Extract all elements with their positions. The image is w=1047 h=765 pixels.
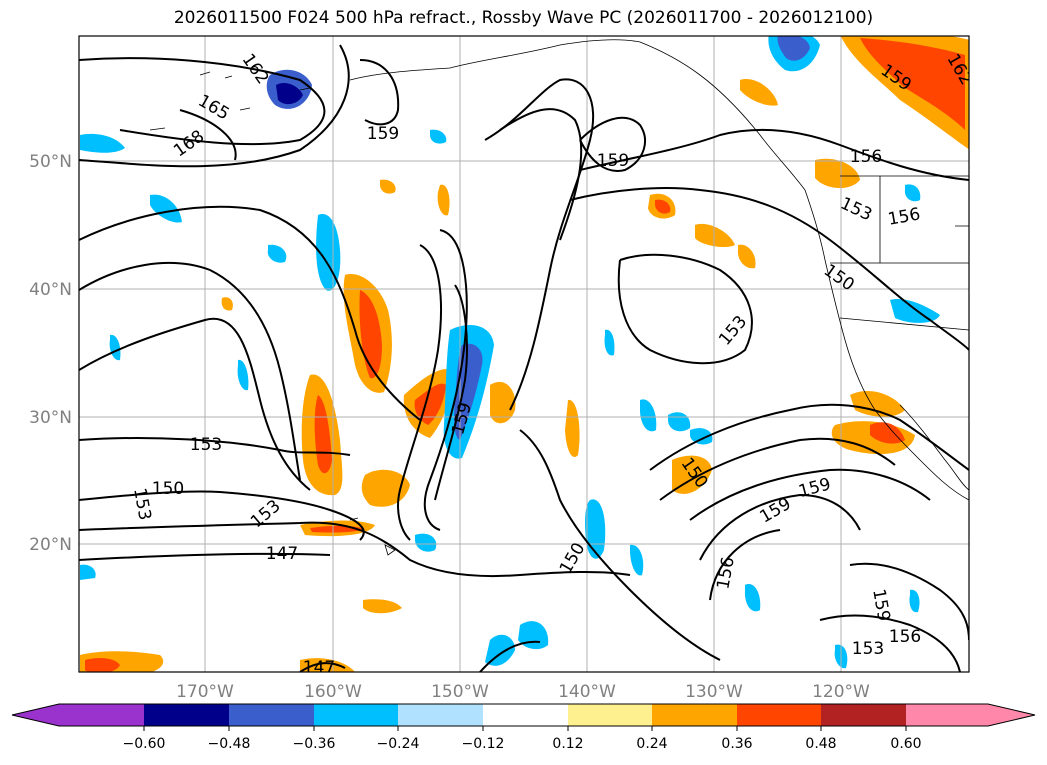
colorbar: −0.60 −0.48 −0.36 −0.24 −0.12 0.12 0.24 … (11, 703, 1036, 752)
colorbar-segment (144, 704, 229, 726)
positive-anomaly-area (815, 158, 860, 189)
positive-anomaly-area (870, 422, 905, 444)
colorbar-segment (229, 704, 314, 726)
positive-anomaly-area (695, 223, 735, 248)
negative-anomaly-area (430, 129, 447, 144)
contour-label: 156 (889, 627, 921, 647)
colorbar-tick-label: 0.48 (805, 736, 836, 752)
lat-label-20n: 20°N (29, 535, 72, 555)
colorbar-extend-high (988, 704, 1035, 726)
longitude-labels: 170°W 160°W 150°W 140°W 130°W 120°W (176, 682, 870, 702)
negative-anomaly-area (109, 334, 121, 361)
colorbar-segment (652, 704, 737, 726)
negative-anomaly-area (237, 359, 249, 391)
negative-anomaly-area (890, 299, 940, 323)
colorbar-segment (314, 704, 398, 726)
negative-anomaly-area (80, 133, 125, 153)
contour-label: 150 (152, 479, 184, 499)
positive-anomaly-area (740, 79, 778, 106)
negative-anomaly-area (904, 184, 921, 202)
contour-label: 156 (850, 147, 882, 167)
negative-anomaly-area (80, 564, 96, 580)
colorbar-segment (483, 704, 568, 726)
positive-anomaly-area (380, 179, 396, 194)
shaded-anomaly-field (80, 36, 969, 672)
colorbar-tick-label: 0.36 (721, 736, 752, 752)
negative-anomaly-area (316, 214, 341, 291)
negative-anomaly-area (690, 428, 713, 445)
negative-anomaly-area (276, 83, 303, 105)
colorbar-segment (821, 704, 906, 726)
colorbar-tick-labels: −0.60 −0.48 −0.36 −0.24 −0.12 0.12 0.24 … (123, 736, 922, 752)
positive-anomaly-area (85, 657, 120, 672)
colorbar-ticks (143, 726, 907, 731)
colorbar-segment (59, 704, 144, 726)
alaska-coastline (349, 39, 806, 191)
baja-california (899, 404, 969, 491)
colorbar-tick-label: −0.36 (293, 736, 336, 752)
colorbar-tick-label: 0.24 (636, 736, 667, 752)
state-borders (830, 176, 969, 331)
positive-anomaly-area (490, 381, 516, 424)
positive-anomaly-area (565, 399, 580, 458)
lat-label-50n: 50°N (29, 152, 72, 172)
lon-label-140w: 140°W (558, 682, 616, 702)
contour-label: 159 (367, 124, 399, 144)
positive-anomaly-area (655, 199, 671, 214)
colorbar-tick-label: 0.60 (890, 736, 921, 752)
lat-label-40n: 40°N (29, 280, 72, 300)
colorbar-tick-label: −0.60 (123, 736, 166, 752)
lon-label-170w: 170°W (176, 682, 234, 702)
positive-anomaly-area (860, 38, 965, 130)
contour-lines (79, 44, 969, 672)
graticule (79, 36, 969, 672)
negative-anomaly-area (744, 584, 761, 612)
colorbar-segment (906, 704, 988, 726)
lon-label-130w: 130°W (685, 682, 743, 702)
negative-anomaly-area (267, 244, 287, 263)
map-title: 2026011500 F024 500 hPa refract., Rossby… (173, 8, 874, 28)
contour-label: 153 (852, 639, 884, 659)
colorbar-segment (398, 704, 483, 726)
colorbar-tick-label: −0.24 (377, 736, 420, 752)
north-america-coastline (804, 189, 969, 501)
negative-anomaly-area (150, 194, 182, 223)
negative-anomaly-area (640, 399, 657, 432)
positive-anomaly-area (300, 658, 355, 672)
contour-label: 159 (597, 151, 629, 171)
map-panel: 162 165 168 159 159 159 162 156 153 156 … (78, 35, 970, 678)
latitude-labels: 50°N 40°N 30°N 20°N (29, 152, 72, 555)
positive-anomaly-area (850, 390, 905, 417)
aleutian-islands (149, 71, 311, 131)
negative-anomaly-area (604, 329, 615, 356)
negative-anomaly-area (630, 544, 644, 576)
colorbar-tick-label: 0.12 (552, 736, 583, 752)
contour-label: 153 (190, 435, 222, 455)
negative-anomaly-area (777, 36, 810, 61)
negative-anomaly-area (485, 634, 515, 666)
coastlines (149, 39, 969, 556)
lat-label-30n: 30°N (29, 408, 72, 428)
colorbar-extend-low (12, 704, 59, 726)
map-frame (78, 35, 970, 673)
colorbar-segment (737, 704, 821, 726)
contour-label: 147 (266, 544, 298, 564)
colorbar-segment (568, 704, 652, 726)
lon-label-120w: 120°W (812, 682, 870, 702)
negative-anomaly-area (415, 533, 437, 552)
positive-anomaly-area (737, 244, 756, 269)
lon-label-150w: 150°W (431, 682, 489, 702)
positive-anomaly-area (221, 297, 233, 311)
colorbar-tick-label: −0.12 (462, 736, 505, 752)
positive-anomaly-area (363, 599, 402, 614)
negative-anomaly-area (909, 589, 920, 613)
colorbar-tick-label: −0.48 (208, 736, 251, 752)
contour-label: 147 (303, 658, 335, 678)
positive-anomaly-area (437, 184, 450, 216)
lon-label-160w: 160°W (304, 682, 362, 702)
